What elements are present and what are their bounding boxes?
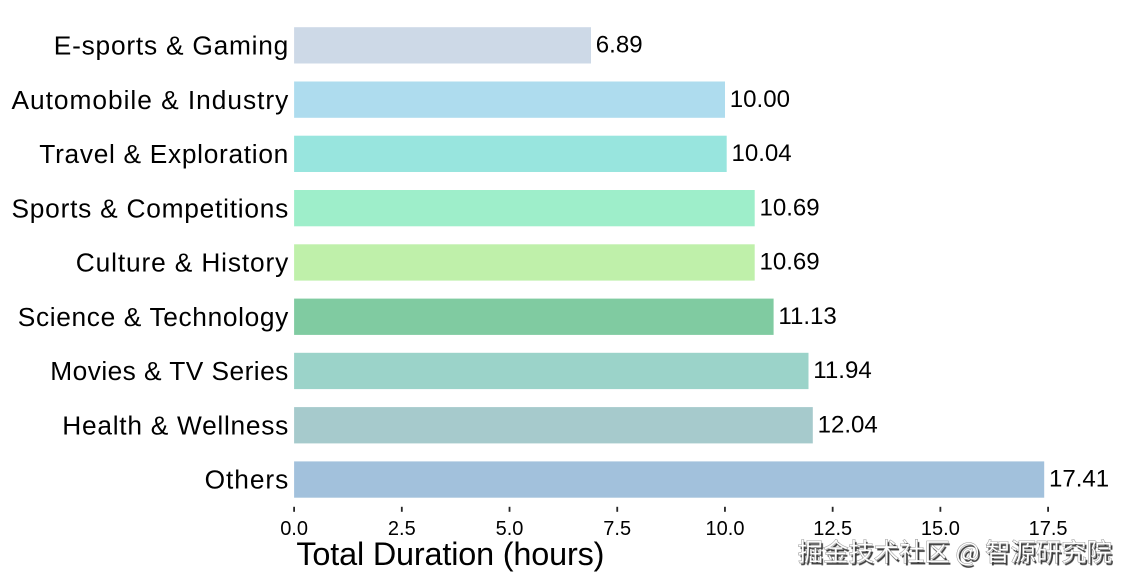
- svg-text:2.5: 2.5: [388, 518, 416, 540]
- svg-text:10.69: 10.69: [760, 249, 820, 276]
- svg-text:Health & Wellness: Health & Wellness: [62, 410, 288, 440]
- svg-text:12.04: 12.04: [818, 411, 878, 438]
- svg-text:0.0: 0.0: [280, 518, 308, 540]
- svg-text:10.69: 10.69: [760, 194, 820, 221]
- svg-text:Travel & Exploration: Travel & Exploration: [39, 139, 288, 169]
- svg-text:E-sports & Gaming: E-sports & Gaming: [54, 31, 289, 61]
- svg-text:12.5: 12.5: [813, 518, 852, 540]
- svg-text:17.5: 17.5: [1029, 518, 1068, 540]
- svg-text:11.94: 11.94: [813, 357, 871, 384]
- svg-text:11.13: 11.13: [778, 303, 836, 330]
- svg-text:Science & Technology: Science & Technology: [18, 302, 289, 332]
- svg-text:Total Duration (hours): Total Duration (hours): [296, 536, 604, 572]
- svg-text:Automobile & Industry: Automobile & Industry: [12, 85, 290, 115]
- svg-text:5.0: 5.0: [496, 518, 524, 540]
- svg-text:6.89: 6.89: [596, 32, 643, 59]
- svg-text:15.0: 15.0: [921, 518, 960, 540]
- svg-text:7.5: 7.5: [603, 518, 631, 540]
- svg-text:Sports & Competitions: Sports & Competitions: [12, 193, 289, 223]
- svg-text:17.41: 17.41: [1049, 466, 1109, 493]
- svg-text:Movies & TV Series: Movies & TV Series: [50, 356, 288, 386]
- svg-text:Others: Others: [205, 465, 289, 495]
- svg-text:10.00: 10.00: [730, 86, 790, 113]
- svg-text:10.0: 10.0: [706, 518, 745, 540]
- svg-text:10.04: 10.04: [732, 140, 792, 167]
- svg-text:Culture & History: Culture & History: [76, 248, 289, 278]
